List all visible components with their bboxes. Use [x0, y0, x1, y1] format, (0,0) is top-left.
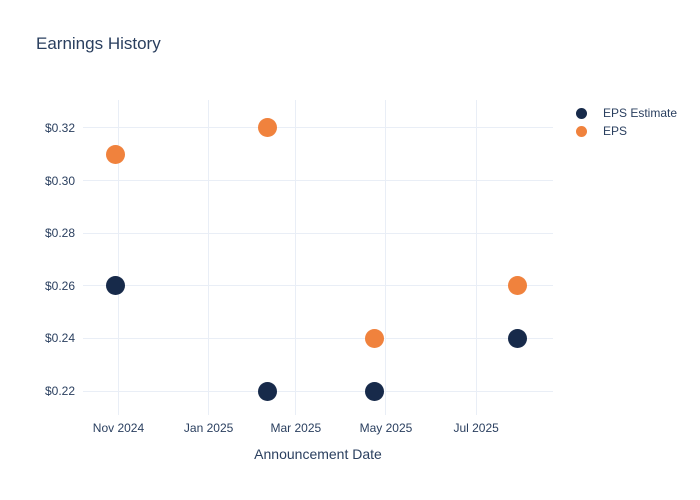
legend: EPS Estimate EPS [576, 104, 677, 140]
vertical-gridline [117, 100, 119, 415]
vertical-gridline [475, 100, 477, 415]
vertical-gridline [385, 100, 387, 415]
data-point-eps[interactable] [364, 328, 384, 348]
y-axis-tick-label: $0.28 [44, 226, 75, 241]
horizontal-gridline [83, 180, 553, 182]
y-axis-tick-label: $0.26 [44, 278, 75, 293]
data-point-eps-estimate[interactable] [364, 381, 384, 401]
y-axis-tick-label: $0.24 [44, 331, 75, 346]
data-point-eps-estimate[interactable] [258, 381, 278, 401]
legend-marker-icon [576, 107, 587, 119]
data-point-eps[interactable] [258, 118, 278, 138]
x-axis-title: Announcement Date [254, 446, 382, 462]
legend-item-label: EPS Estimate [603, 106, 678, 120]
horizontal-gridline [83, 390, 553, 392]
legend-item[interactable]: EPS [576, 122, 677, 140]
data-point-eps-estimate[interactable] [106, 276, 126, 296]
data-point-eps[interactable] [106, 144, 126, 164]
data-point-eps[interactable] [508, 276, 528, 296]
x-axis-tick-label: Nov 2024 [92, 421, 145, 435]
plot-area [83, 100, 553, 415]
x-axis-tick-label: Jan 2025 [183, 421, 234, 435]
x-axis-tick-label: Mar 2025 [270, 421, 322, 435]
data-point-eps-estimate[interactable] [508, 328, 528, 348]
y-axis-tick-label: $0.22 [44, 384, 75, 399]
horizontal-gridline [83, 232, 553, 234]
vertical-gridline [295, 100, 297, 415]
y-axis-tick-label: $0.30 [44, 173, 75, 188]
legend-marker-icon [576, 125, 587, 137]
horizontal-gridline [83, 337, 553, 339]
y-axis-tick-label: $0.32 [44, 120, 75, 135]
horizontal-gridline [83, 127, 553, 129]
x-axis-tick-label: May 2025 [359, 421, 413, 435]
legend-item[interactable]: EPS Estimate [576, 104, 677, 122]
horizontal-gridline [83, 285, 553, 287]
legend-item-label: EPS [603, 124, 628, 138]
vertical-gridline [208, 100, 210, 415]
chart-title: Earnings History [36, 34, 161, 53]
x-axis-tick-label: Jul 2025 [453, 421, 499, 435]
